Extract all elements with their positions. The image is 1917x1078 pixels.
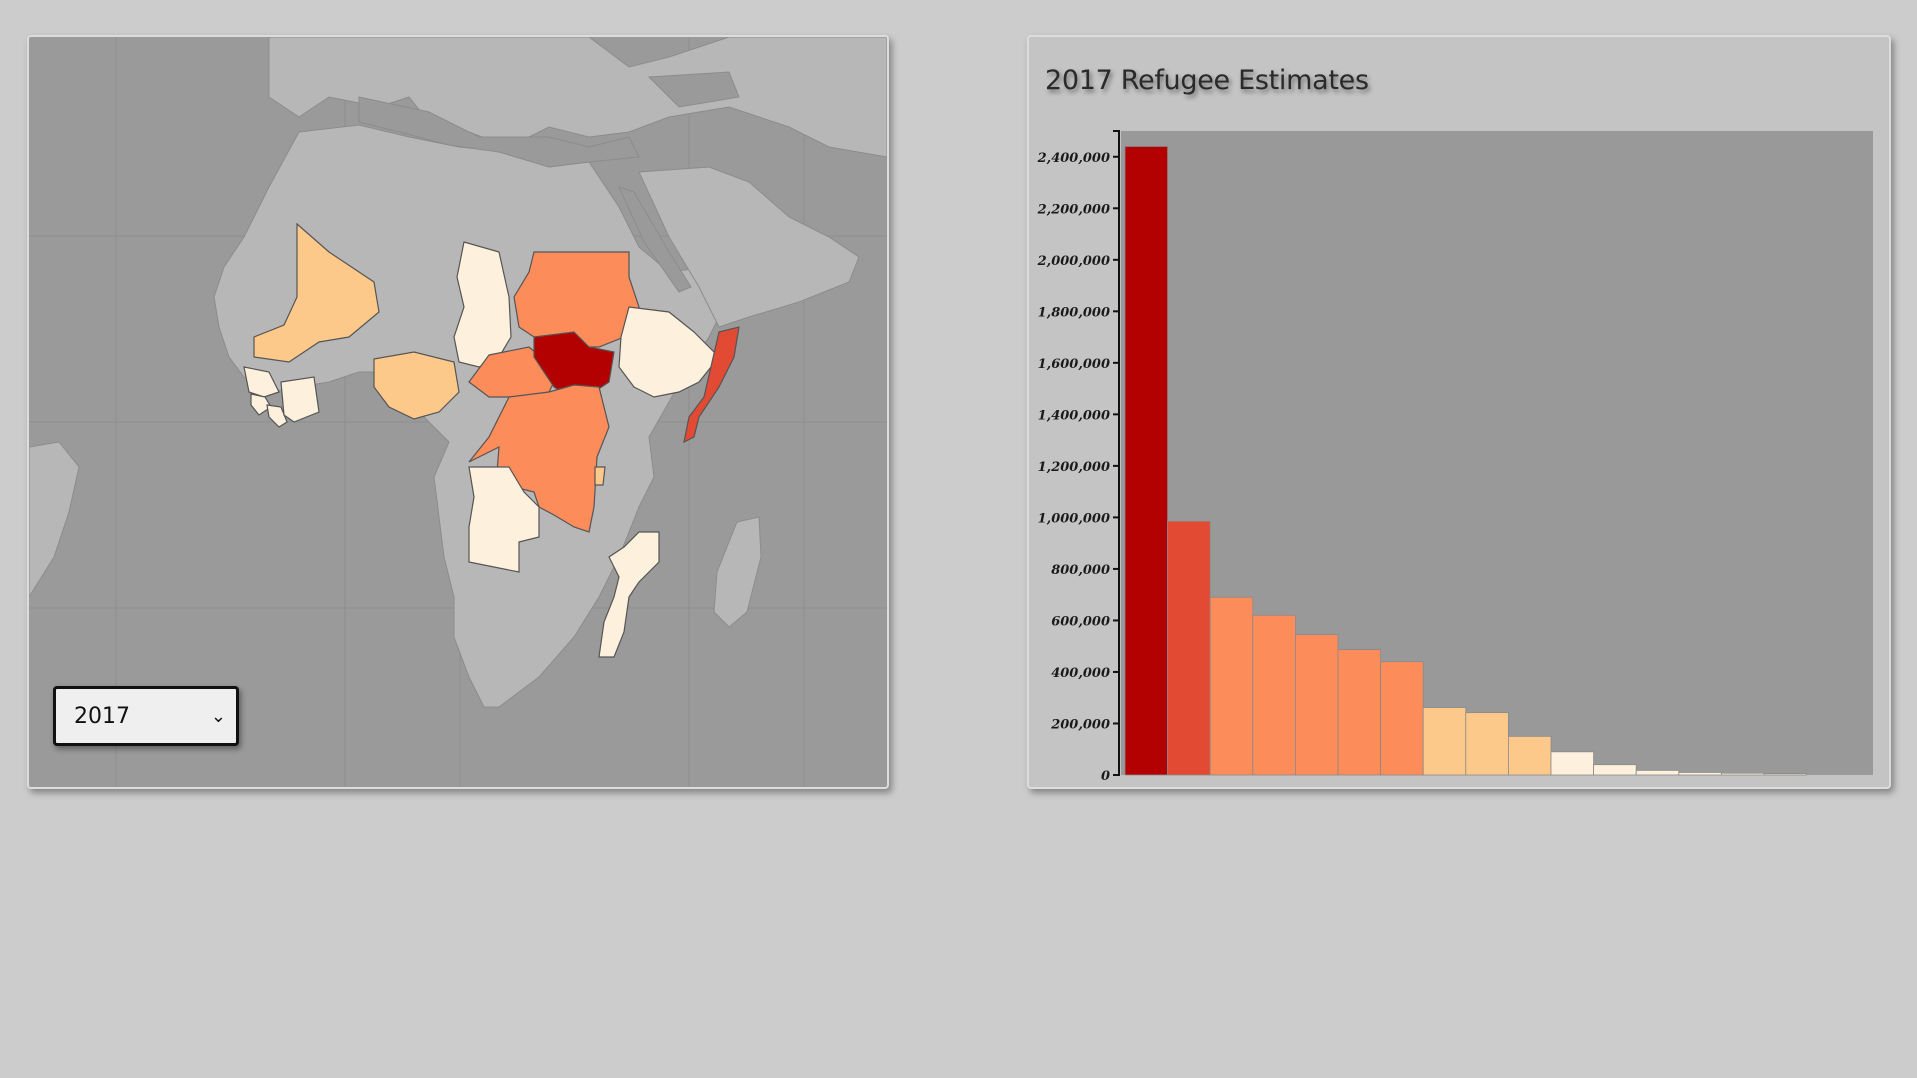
red-sea	[618, 186, 692, 293]
country-drc	[468, 384, 610, 533]
y-tick-label: 1,800,000	[1038, 305, 1110, 320]
y-tick-label: 800,000	[1051, 563, 1110, 578]
country-guinea	[243, 366, 280, 398]
bar[interactable]	[1678, 772, 1722, 776]
country-liberia	[266, 404, 288, 428]
y-tick-label: 1,600,000	[1038, 357, 1110, 372]
bar[interactable]	[1294, 634, 1339, 776]
chart-title: 2017 Refugee Estimates	[1045, 65, 1369, 96]
bar[interactable]	[1465, 712, 1509, 776]
bar-chart: 0 200,000 400,000 600,000 800,000 1,000,000 1,…	[1037, 130, 1873, 784]
y-axis: 0 200,000 400,000 600,000 800,000 1,000,000 1,…	[1037, 130, 1120, 784]
bar[interactable]	[1380, 661, 1424, 776]
choropleth-countries	[243, 222, 740, 658]
bar[interactable]	[1721, 772, 1765, 776]
country-cote-divoire	[280, 376, 320, 423]
bar[interactable]	[1635, 769, 1680, 776]
y-tick-label: 1,200,000	[1038, 460, 1110, 475]
country-chad	[453, 241, 512, 368]
country-somalia	[683, 326, 740, 444]
y-tick-label: 200,000	[1050, 717, 1110, 732]
year-select-value: 2017	[74, 703, 130, 729]
y-tick-label: 2,000,000	[1037, 254, 1110, 269]
bar[interactable]	[1507, 735, 1552, 776]
bar[interactable]	[1422, 707, 1467, 776]
seas	[358, 71, 740, 293]
y-tick-label: 2,400,000	[1037, 151, 1110, 166]
south-america-landmass	[29, 441, 80, 598]
y-tick-label: 2,200,000	[1037, 202, 1110, 217]
africa-choropleth-map[interactable]	[29, 37, 887, 787]
madagascar-landmass	[713, 516, 762, 628]
chart-panel: 2017 Refugee Estimates 0 200,000 400,000 60…	[1027, 35, 1891, 789]
chevron-down-icon: ⌄	[210, 706, 226, 727]
country-nigeria	[373, 351, 460, 420]
y-tick-label: 600,000	[1051, 614, 1110, 629]
country-mozambique	[598, 531, 660, 658]
y-tick-label: 1,400,000	[1038, 408, 1110, 423]
black-sea	[647, 71, 740, 108]
country-sierra-leone	[250, 393, 272, 416]
y-tick-label: 0	[1101, 769, 1110, 784]
arabia-landmass	[638, 166, 860, 328]
bar[interactable]	[1124, 146, 1168, 776]
country-sudan	[513, 251, 640, 348]
bar[interactable]	[1209, 596, 1254, 776]
country-burundi	[594, 466, 606, 486]
y-tick-label: 1,000,000	[1038, 511, 1110, 526]
country-mali	[253, 222, 380, 363]
bar[interactable]	[1550, 751, 1594, 776]
bar[interactable]	[1593, 764, 1637, 776]
country-ethiopia	[618, 306, 720, 398]
mediterranean-sea	[358, 96, 640, 168]
bar[interactable]	[1337, 649, 1381, 776]
map-panel: 2017 ⌄	[27, 35, 889, 789]
y-tick-label: 400,000	[1051, 666, 1110, 681]
y-axis-line	[1113, 130, 1120, 776]
bars	[1124, 146, 1807, 776]
bar[interactable]	[1167, 520, 1211, 776]
bar[interactable]	[1252, 614, 1296, 776]
year-select[interactable]: 2017 ⌄	[53, 686, 239, 746]
country-angola	[468, 466, 540, 573]
bar[interactable]	[1763, 773, 1807, 776]
